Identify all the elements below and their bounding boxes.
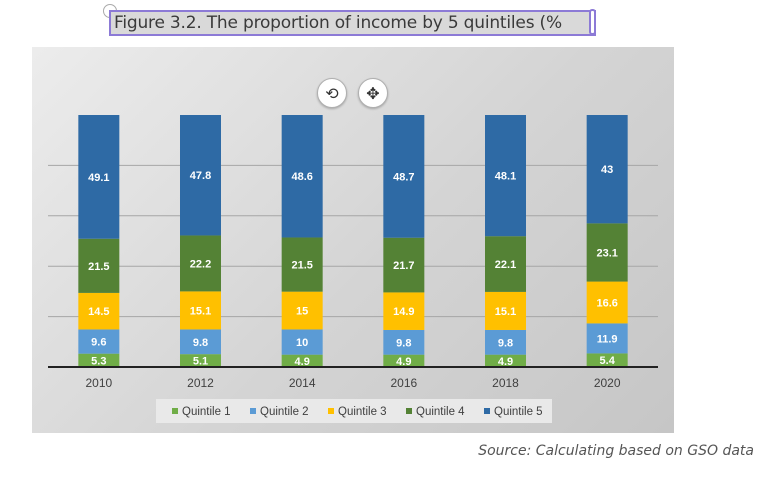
stacked-bar-chart: 5.3 9.6 14.5 21.5 49.1 2010 5.1 9.8 15.1 22.2 47.8… xyxy=(48,115,658,423)
x-tick-label: 2012 xyxy=(187,376,214,390)
bar-segment xyxy=(180,354,221,367)
data-label: 15 xyxy=(296,306,308,318)
bar-segment xyxy=(485,291,526,330)
data-label: 47.8 xyxy=(190,170,211,182)
bar-segment xyxy=(485,236,526,292)
figure-caption: Figure 3.2. The proportion of income by … xyxy=(114,13,562,33)
data-label: 22.2 xyxy=(190,258,211,270)
legend-label: Quintile 2 xyxy=(260,406,309,418)
bar-segment xyxy=(586,323,628,354)
bar-segment xyxy=(383,237,425,293)
data-label: 11.9 xyxy=(597,333,618,345)
bar-segment xyxy=(586,115,628,224)
data-label: 21.5 xyxy=(88,261,109,273)
data-label: 15.1 xyxy=(190,305,211,317)
legend-swatch xyxy=(484,408,490,414)
data-label: 5.3 xyxy=(91,355,106,367)
data-label: 48.7 xyxy=(393,171,414,183)
data-label: 9.8 xyxy=(193,337,208,349)
data-label: 4.9 xyxy=(396,356,411,368)
legend-swatch xyxy=(250,408,256,414)
bar-segment xyxy=(281,291,323,330)
data-label: 21.5 xyxy=(291,260,312,272)
bar-segment xyxy=(78,115,120,239)
legend-label: Quintile 5 xyxy=(494,406,543,418)
bar-segment xyxy=(383,329,425,355)
x-tick-label: 2020 xyxy=(594,376,621,390)
bar-segment xyxy=(586,353,628,367)
text-cursor-handle[interactable] xyxy=(589,9,596,35)
legend-label: Quintile 3 xyxy=(338,406,387,418)
data-label: 23.1 xyxy=(596,247,617,259)
bar-segment xyxy=(485,354,526,367)
data-label: 21.7 xyxy=(393,260,414,272)
data-label: 5.1 xyxy=(193,356,208,368)
bar-segment xyxy=(78,238,120,293)
data-label: 49.1 xyxy=(88,172,109,184)
legend-swatch xyxy=(406,408,412,414)
x-tick-label: 2010 xyxy=(85,376,112,390)
bar-segment xyxy=(281,329,323,355)
data-label: 48.1 xyxy=(495,171,516,183)
data-label: 4.9 xyxy=(295,356,310,368)
bar-segment xyxy=(485,329,526,355)
chart-frame[interactable]: 5.3 9.6 14.5 21.5 49.1 2010 5.1 9.8 15.1 22.2 47.8… xyxy=(32,47,674,433)
bar-segment xyxy=(383,115,425,238)
bar-segment xyxy=(383,354,425,367)
x-tick-label: 2014 xyxy=(289,376,316,390)
move-icon: ✥ xyxy=(366,83,380,103)
data-label: 4.9 xyxy=(498,356,513,368)
x-tick-label: 2018 xyxy=(492,376,519,390)
data-label: 43 xyxy=(601,164,613,176)
bar-segment xyxy=(586,281,628,324)
data-label: 15.1 xyxy=(495,306,516,318)
bar-segment xyxy=(281,354,323,367)
data-label: 9.6 xyxy=(91,337,106,349)
data-label: 9.8 xyxy=(396,337,411,349)
bar-segment xyxy=(281,115,323,238)
data-label: 5.4 xyxy=(600,355,616,367)
data-label: 22.1 xyxy=(495,259,516,271)
legend-swatch xyxy=(172,408,178,414)
legend-label: Quintile 1 xyxy=(182,406,231,418)
data-label: 48.6 xyxy=(291,171,312,183)
caption-box[interactable]: Figure 3.2. The proportion of income by … xyxy=(109,9,596,36)
bar-segment xyxy=(281,237,323,292)
legend-label: Quintile 4 xyxy=(416,406,465,418)
data-label: 10 xyxy=(296,337,308,349)
data-label: 14.9 xyxy=(393,306,414,318)
refresh-button[interactable]: ⟲ xyxy=(317,78,347,108)
data-label: 16.6 xyxy=(596,297,617,309)
data-label: 14.5 xyxy=(88,306,109,318)
bar-segment xyxy=(485,115,526,237)
bar-segment xyxy=(78,292,120,330)
move-button[interactable]: ✥ xyxy=(358,78,388,108)
refresh-icon: ⟲ xyxy=(325,83,339,103)
bar-segment xyxy=(78,329,120,354)
bar-segment xyxy=(383,292,425,330)
source-note: Source: Calculating based on GSO data xyxy=(478,443,754,459)
bar-segment xyxy=(180,329,221,355)
bar-segment xyxy=(180,115,221,236)
bar-segment xyxy=(180,235,221,292)
legend-swatch xyxy=(328,408,334,414)
x-tick-label: 2016 xyxy=(390,376,417,390)
bar-segment xyxy=(78,353,120,367)
bar-segment xyxy=(586,223,628,282)
data-label: 9.8 xyxy=(498,337,513,349)
bar-segment xyxy=(180,291,221,330)
